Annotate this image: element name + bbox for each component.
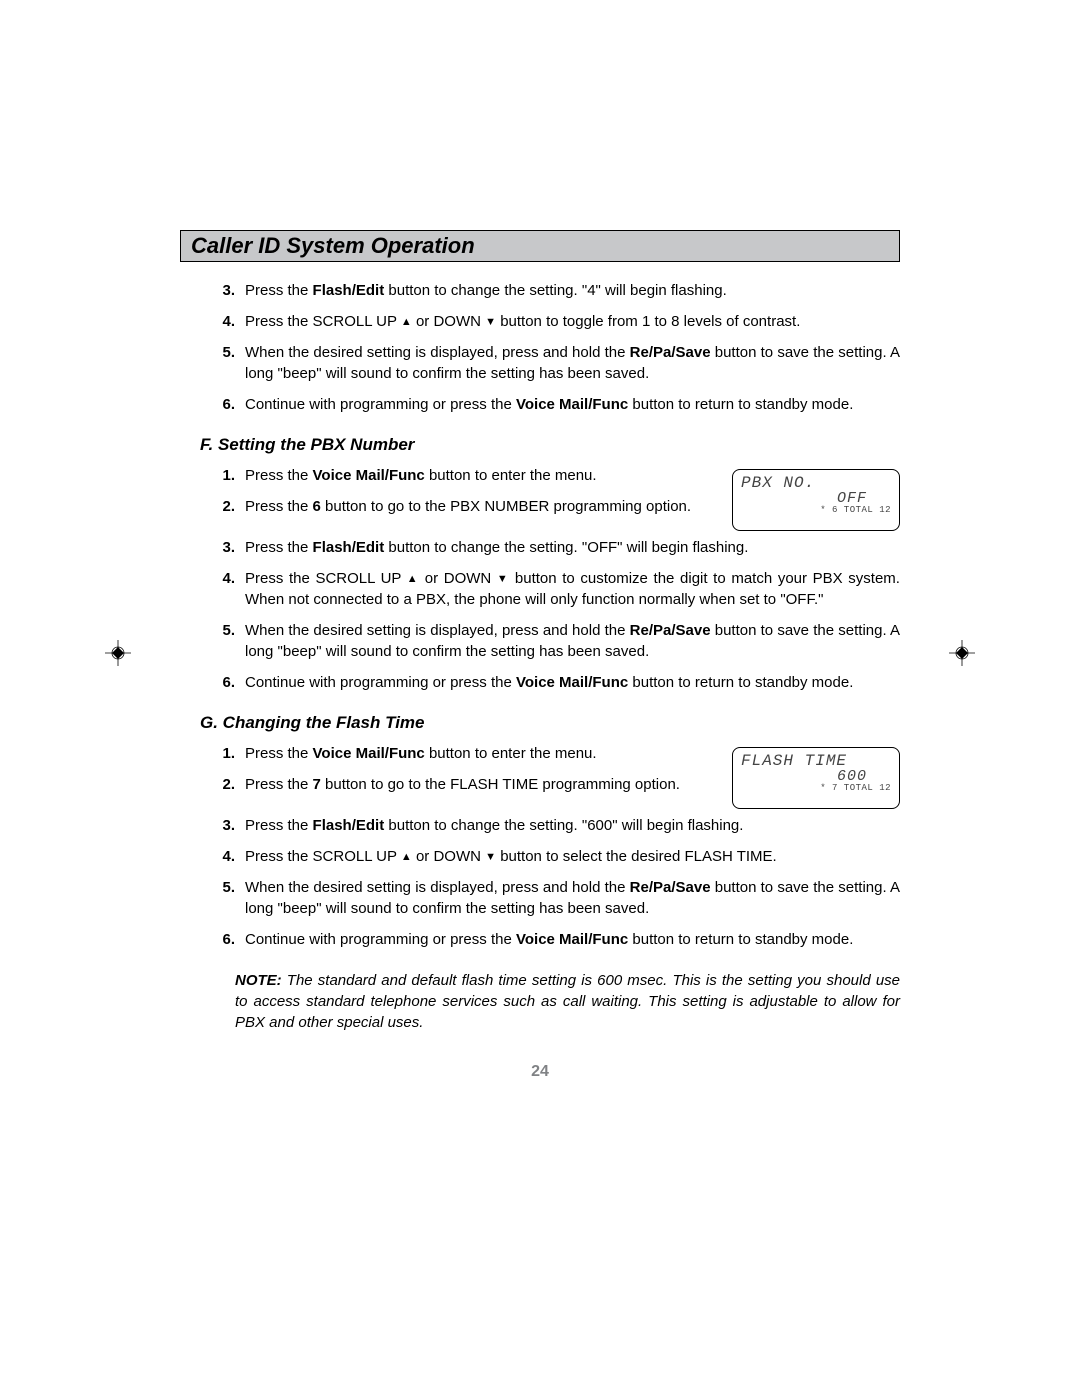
bold-term: Voice Mail/Func: [313, 467, 425, 484]
subheading-g: G. Changing the Flash Time: [200, 713, 900, 733]
bold-term: Flash/Edit: [313, 282, 385, 299]
subheading-f: F. Setting the PBX Number: [200, 435, 900, 455]
step-text: Press the 6 button to go to the PBX NUMB…: [245, 496, 717, 517]
step-text: When the desired setting is displayed, p…: [245, 620, 900, 662]
instruction-item: 4.Press the SCROLL UP or DOWN button to …: [180, 311, 900, 332]
instruction-item: 3.Press the Flash/Edit button to change …: [180, 537, 900, 558]
bold-term: Voice Mail/Func: [516, 674, 628, 691]
bold-term: Re/Pa/Save: [630, 622, 711, 639]
step-text: Press the SCROLL UP or DOWN button to se…: [245, 846, 900, 867]
step-text: When the desired setting is displayed, p…: [245, 342, 900, 384]
instruction-item: 5.When the desired setting is displayed,…: [180, 620, 900, 662]
bold-term: Voice Mail/Func: [516, 396, 628, 413]
instruction-item: 1.Press the Voice Mail/Func button to en…: [180, 743, 717, 764]
section-header-title: Caller ID System Operation: [191, 233, 889, 259]
instruction-list-f-b: 3.Press the Flash/Edit button to change …: [180, 537, 900, 693]
bold-term: Re/Pa/Save: [630, 879, 711, 896]
triangle-down-icon: [485, 848, 496, 865]
triangle-up-icon: [401, 848, 412, 865]
instruction-item: 6.Continue with programming or press the…: [180, 672, 900, 693]
instruction-list-top: 3.Press the Flash/Edit button to change …: [180, 280, 900, 415]
triangle-down-icon: [485, 313, 496, 330]
step-text: When the desired setting is displayed, p…: [245, 877, 900, 919]
step-number: 5.: [180, 620, 245, 662]
bold-term: Voice Mail/Func: [516, 931, 628, 948]
step-number: 4.: [180, 311, 245, 332]
instruction-item: 3.Press the Flash/Edit button to change …: [180, 815, 900, 836]
instruction-item: 1.Press the Voice Mail/Func button to en…: [180, 465, 717, 486]
note-text: The standard and default flash time sett…: [235, 972, 900, 1031]
instruction-item: 2.Press the 6 button to go to the PBX NU…: [180, 496, 717, 517]
page-number: 24: [180, 1063, 900, 1081]
registration-mark-left: [105, 640, 131, 666]
step-text: Press the Flash/Edit button to change th…: [245, 280, 900, 301]
step-number: 3.: [180, 815, 245, 836]
step-text: Press the Flash/Edit button to change th…: [245, 815, 900, 836]
step-number: 6.: [180, 672, 245, 693]
step-number: 5.: [180, 342, 245, 384]
manual-page: Caller ID System Operation 3.Press the F…: [180, 0, 900, 1081]
bold-term: Voice Mail/Func: [313, 745, 425, 762]
bold-term: Flash/Edit: [313, 539, 385, 556]
instruction-list-f-a: 1.Press the Voice Mail/Func button to en…: [180, 465, 717, 527]
step-text: Continue with programming or press the V…: [245, 672, 900, 693]
instruction-list-g-a: 1.Press the Voice Mail/Func button to en…: [180, 743, 717, 805]
step-number: 6.: [180, 394, 245, 415]
step-number: 2.: [180, 496, 245, 517]
step-text: Press the Flash/Edit button to change th…: [245, 537, 900, 558]
step-number: 2.: [180, 774, 245, 795]
triangle-up-icon: [407, 570, 419, 587]
step-number: 6.: [180, 929, 245, 950]
note-paragraph: NOTE: The standard and default flash tim…: [235, 970, 900, 1033]
lcd-line3: * 6 TOTAL 12: [741, 505, 891, 515]
section-header-bar: Caller ID System Operation: [180, 230, 900, 262]
instruction-item: 4.Press the SCROLL UP or DOWN button to …: [180, 568, 900, 610]
step-text: Press the Voice Mail/Func button to ente…: [245, 465, 717, 486]
step-number: 4.: [180, 568, 245, 610]
step-text: Continue with programming or press the V…: [245, 929, 900, 950]
step-text: Press the Voice Mail/Func button to ente…: [245, 743, 717, 764]
instruction-item: 6.Continue with programming or press the…: [180, 394, 900, 415]
lcd-display-flash: FLASH TIME 600 * 7 TOTAL 12: [732, 747, 900, 809]
bold-term: 7: [313, 776, 321, 793]
bold-term: Re/Pa/Save: [630, 344, 711, 361]
lcd-display-pbx: PBX NO. OFF * 6 TOTAL 12: [732, 469, 900, 531]
step-number: 1.: [180, 743, 245, 764]
lcd-line3: * 7 TOTAL 12: [741, 783, 891, 793]
instruction-item: 4.Press the SCROLL UP or DOWN button to …: [180, 846, 900, 867]
instruction-item: 5.When the desired setting is displayed,…: [180, 342, 900, 384]
instruction-item: 5.When the desired setting is displayed,…: [180, 877, 900, 919]
triangle-up-icon: [401, 313, 412, 330]
step-text: Continue with programming or press the V…: [245, 394, 900, 415]
triangle-down-icon: [497, 570, 509, 587]
note-label: NOTE:: [235, 972, 282, 989]
step-text: Press the 7 button to go to the FLASH TI…: [245, 774, 717, 795]
registration-mark-right: [949, 640, 975, 666]
bold-term: 6: [313, 498, 321, 515]
step-number: 3.: [180, 280, 245, 301]
instruction-item: 6.Continue with programming or press the…: [180, 929, 900, 950]
step-number: 4.: [180, 846, 245, 867]
step-text: Press the SCROLL UP or DOWN button to cu…: [245, 568, 900, 610]
instruction-item: 2.Press the 7 button to go to the FLASH …: [180, 774, 717, 795]
step-number: 3.: [180, 537, 245, 558]
step-text: Press the SCROLL UP or DOWN button to to…: [245, 311, 900, 332]
step-number: 5.: [180, 877, 245, 919]
instruction-list-g-b: 3.Press the Flash/Edit button to change …: [180, 815, 900, 950]
bold-term: Flash/Edit: [313, 817, 385, 834]
instruction-item: 3.Press the Flash/Edit button to change …: [180, 280, 900, 301]
step-number: 1.: [180, 465, 245, 486]
